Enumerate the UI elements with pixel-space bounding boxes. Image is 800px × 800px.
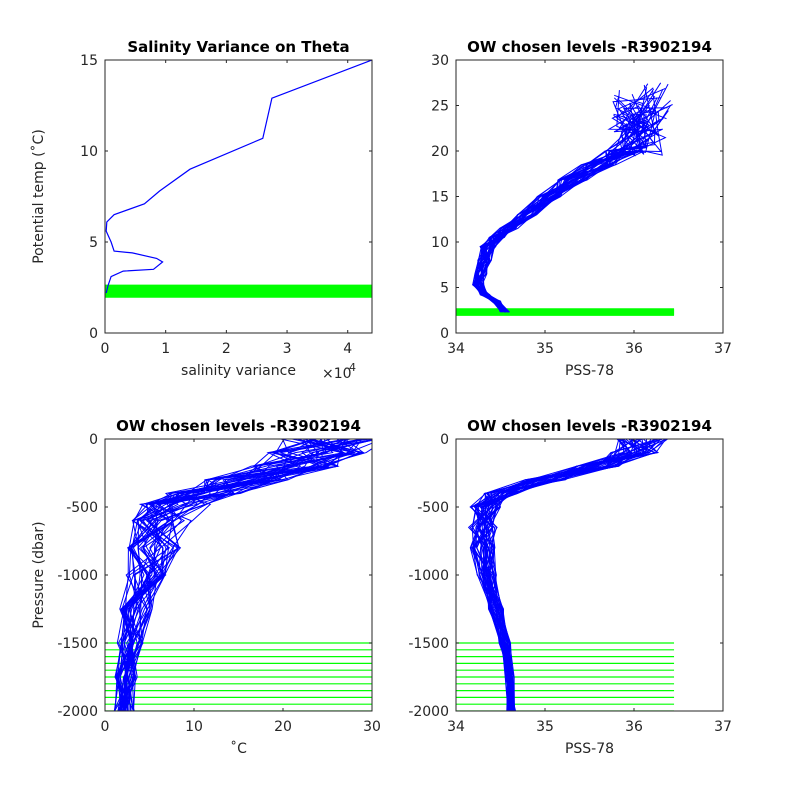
profile-core-line [123,642,132,711]
y-tick-label: 25 [431,99,449,115]
y-tick-label: 0 [89,326,98,342]
chart-title: OW chosen levels -R3902194 [467,417,712,435]
y-tick-label: 15 [431,190,449,206]
x-tick-label: 0 [101,719,110,735]
y-tick-label: -1500 [57,636,98,652]
panel-2: 34 35 36 37 0 5 10 15 20 25 30 OW chosen levels -R3… [431,38,732,379]
panel-1: 0 1 2 3 4 0 5 10 15 Salinity Variance on Theta sal… [30,38,373,382]
y-tick-label: -500 [66,500,98,516]
profile-line [472,90,624,313]
profile-line [120,439,320,711]
plot-content [105,60,372,298]
y-tick-label: 0 [440,326,449,342]
panel-4: 34 35 36 37 -2000 -1500 -1000 -500 0 OW chosen le… [408,417,732,757]
x-tick-label: 37 [714,341,732,357]
profile-line [121,439,327,711]
profile-line [115,439,347,711]
x-tick-label: 34 [447,341,465,357]
x-tick-label: 0 [101,341,110,357]
chart-title: Salinity Variance on Theta [127,38,349,56]
profile-line [118,448,372,711]
plot-area [456,439,723,711]
y-tick-label: -1500 [408,636,449,652]
x-axis-label: ˚C [230,740,247,757]
y-axis-label: Potential temp (˚C) [30,129,47,264]
chart-title: OW chosen levels -R3902194 [467,38,712,56]
y-tick-label: 10 [80,144,98,160]
profile-line [128,439,343,711]
profile-line [474,439,620,711]
x-tick-label: 35 [536,719,554,735]
plot-content [456,439,675,711]
y-tick-label: 0 [440,432,449,448]
x-tick-label: 35 [536,341,554,357]
x-tick-label: 1 [161,341,170,357]
y-tick-label: 0 [89,432,98,448]
profile-line [476,439,637,711]
x-tick-label: 34 [447,719,465,735]
plot-content [105,439,372,711]
y-tick-label: -1000 [408,568,449,584]
panel-3: 0 10 20 30 -2000 -1500 -1000 -500 0 OW chosen lev… [31,417,381,757]
x-axis-exponent: ×10 [322,366,352,382]
x-tick-label: 30 [363,719,381,735]
profile-line [476,108,667,313]
profile-line [472,439,629,711]
y-tick-label: 15 [80,53,98,69]
y-tick-label: -1000 [57,568,98,584]
axes-box [104,59,373,334]
plot-content [456,82,675,316]
profile-line [484,439,656,711]
x-tick-label: 4 [343,341,352,357]
variance-line [105,60,372,294]
y-tick-label: 5 [440,281,449,297]
profile-line [477,118,664,313]
x-tick-label: 10 [185,719,203,735]
y-tick-label: -500 [417,500,449,516]
x-tick-label: 36 [625,719,643,735]
y-tick-label: 5 [89,235,98,251]
x-axis-exponent-power: -4 [345,361,356,374]
y-tick-label: -2000 [408,704,449,720]
x-axis-label: salinity variance [181,363,296,379]
y-tick-label: 10 [431,235,449,251]
x-axis-label: PSS-78 [565,741,614,757]
y-tick-label: 20 [431,144,449,160]
profile-line [116,439,355,711]
y-tick-label: -2000 [57,704,98,720]
y-axis-label: Pressure (dbar) [31,521,47,628]
profile-line [473,114,645,313]
y-tick-label: 30 [431,53,449,69]
chart-title: OW chosen levels -R3902194 [116,417,361,435]
plot-area [456,60,723,333]
x-tick-label: 2 [222,341,231,357]
profile-core-line [503,642,513,711]
x-tick-label: 20 [274,719,292,735]
x-axis-label: PSS-78 [565,363,614,379]
x-tick-label: 3 [283,341,292,357]
profile-line [119,439,360,711]
x-tick-label: 37 [714,719,732,735]
profile-line [480,97,658,313]
x-tick-label: 36 [625,341,643,357]
